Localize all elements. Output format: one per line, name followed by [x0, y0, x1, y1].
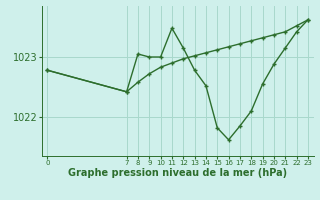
X-axis label: Graphe pression niveau de la mer (hPa): Graphe pression niveau de la mer (hPa)	[68, 168, 287, 178]
